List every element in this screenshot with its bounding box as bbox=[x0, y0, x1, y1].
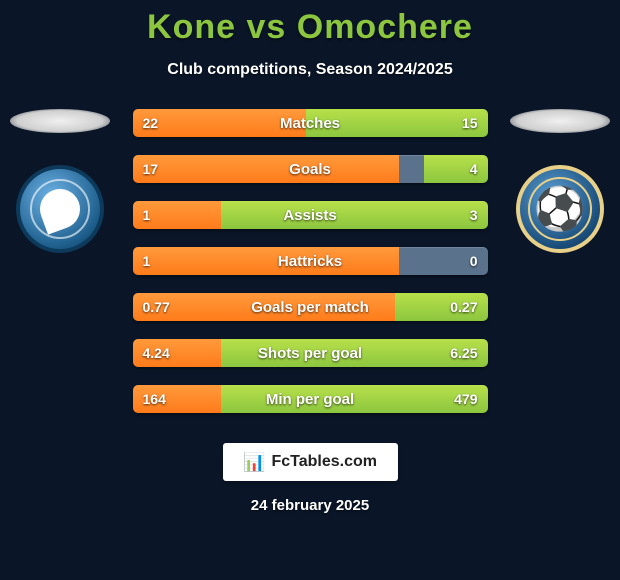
stat-row: 4.24 6.25 Shots per goal bbox=[133, 339, 488, 367]
stat-value-right: 3 bbox=[470, 207, 478, 223]
stat-label: Goals bbox=[289, 161, 331, 178]
stat-value-right: 6.25 bbox=[450, 345, 477, 361]
stat-label: Assists bbox=[283, 207, 336, 224]
stat-bar-right bbox=[221, 201, 487, 229]
stat-value-left: 0.77 bbox=[143, 299, 170, 315]
comparison-title: Kone vs Omochere bbox=[0, 0, 620, 47]
player-left-column bbox=[10, 109, 110, 253]
fctables-logo[interactable]: 📊 FcTables.com bbox=[223, 443, 398, 481]
chart-icon: 📊 bbox=[243, 452, 265, 473]
stat-value-right: 479 bbox=[454, 391, 477, 407]
stat-row: 1 3 Assists bbox=[133, 201, 488, 229]
player-right-column: ⚽ bbox=[510, 109, 610, 253]
comparison-subtitle: Club competitions, Season 2024/2025 bbox=[0, 61, 620, 79]
stat-label: Hattricks bbox=[278, 253, 342, 270]
stat-row: 0.77 0.27 Goals per match bbox=[133, 293, 488, 321]
player-right-avatar-placeholder bbox=[510, 109, 610, 133]
stat-value-left: 22 bbox=[143, 115, 159, 131]
player-left-avatar-placeholder bbox=[10, 109, 110, 133]
stats-area: ⚽ 22 15 Matches 17 4 Goals 1 3 Assists 1 0 Hattrick… bbox=[0, 109, 620, 413]
stat-bar-left bbox=[133, 247, 399, 275]
bristol-rovers-badge: ⚽ bbox=[516, 165, 604, 253]
stat-label: Goals per match bbox=[251, 299, 369, 316]
stat-row: 22 15 Matches bbox=[133, 109, 488, 137]
stat-value-left: 164 bbox=[143, 391, 166, 407]
stat-label: Shots per goal bbox=[258, 345, 362, 362]
swan-icon bbox=[34, 183, 85, 234]
stat-label: Min per goal bbox=[266, 391, 354, 408]
stat-value-right: 0 bbox=[470, 253, 478, 269]
stat-row: 17 4 Goals bbox=[133, 155, 488, 183]
brand-text: FcTables.com bbox=[271, 453, 377, 471]
generation-date: 24 february 2025 bbox=[0, 497, 620, 514]
stat-value-left: 17 bbox=[143, 161, 159, 177]
pirate-icon: ⚽ bbox=[534, 185, 586, 234]
stat-bar-right bbox=[221, 385, 487, 413]
stat-value-right: 0.27 bbox=[450, 299, 477, 315]
wycombe-wanderers-badge bbox=[16, 165, 104, 253]
stat-rows: 22 15 Matches 17 4 Goals 1 3 Assists 1 0 Hattricks 0… bbox=[133, 109, 488, 413]
stat-value-right: 4 bbox=[470, 161, 478, 177]
stat-row: 164 479 Min per goal bbox=[133, 385, 488, 413]
stat-label: Matches bbox=[280, 115, 340, 132]
stat-value-left: 4.24 bbox=[143, 345, 170, 361]
stat-value-right: 15 bbox=[462, 115, 478, 131]
stat-value-left: 1 bbox=[143, 207, 151, 223]
stat-row: 1 0 Hattricks bbox=[133, 247, 488, 275]
stat-bar-left bbox=[133, 155, 399, 183]
stat-value-left: 1 bbox=[143, 253, 151, 269]
